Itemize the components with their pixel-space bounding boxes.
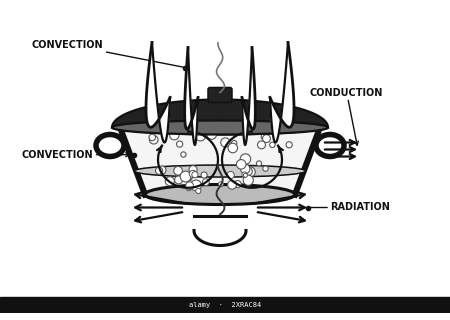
Circle shape	[234, 180, 241, 188]
Bar	[0, 297, 450, 313]
Circle shape	[240, 154, 251, 164]
Circle shape	[242, 172, 247, 177]
Circle shape	[186, 182, 194, 190]
Polygon shape	[270, 43, 294, 142]
Circle shape	[180, 171, 191, 182]
Circle shape	[261, 134, 267, 140]
Ellipse shape	[112, 121, 328, 134]
Circle shape	[231, 140, 237, 146]
Circle shape	[221, 138, 230, 147]
Circle shape	[228, 143, 238, 153]
Circle shape	[263, 166, 268, 171]
Text: RADIATION: RADIATION	[308, 203, 390, 212]
Circle shape	[155, 167, 162, 174]
Circle shape	[189, 166, 197, 174]
Polygon shape	[242, 47, 255, 145]
Circle shape	[187, 175, 192, 180]
Circle shape	[243, 175, 253, 185]
Circle shape	[257, 141, 266, 149]
Circle shape	[191, 180, 202, 191]
Circle shape	[192, 172, 198, 178]
Ellipse shape	[322, 140, 338, 151]
Circle shape	[176, 141, 183, 147]
Polygon shape	[184, 47, 198, 145]
Circle shape	[149, 135, 158, 144]
Circle shape	[228, 180, 236, 189]
Circle shape	[207, 129, 216, 139]
Ellipse shape	[145, 185, 295, 204]
Circle shape	[244, 167, 252, 175]
Circle shape	[174, 166, 182, 175]
Circle shape	[158, 166, 166, 174]
Ellipse shape	[134, 165, 306, 177]
Circle shape	[286, 142, 292, 148]
Circle shape	[189, 170, 197, 178]
Circle shape	[196, 188, 201, 194]
Circle shape	[170, 131, 179, 140]
Text: CONDUCTION: CONDUCTION	[310, 87, 383, 145]
Ellipse shape	[120, 121, 320, 134]
Circle shape	[262, 135, 270, 142]
Circle shape	[195, 131, 206, 141]
Circle shape	[186, 175, 192, 181]
Polygon shape	[112, 100, 328, 127]
Circle shape	[241, 164, 250, 174]
Circle shape	[236, 160, 246, 169]
Circle shape	[202, 179, 209, 186]
Circle shape	[218, 182, 223, 187]
Circle shape	[186, 185, 192, 191]
Text: CONVECTION: CONVECTION	[22, 150, 130, 160]
Circle shape	[175, 176, 183, 184]
Circle shape	[245, 167, 255, 177]
Text: alamy  ·  2XRAC84: alamy · 2XRAC84	[189, 301, 261, 308]
Circle shape	[256, 161, 261, 166]
Polygon shape	[194, 215, 246, 245]
Circle shape	[270, 142, 275, 148]
Circle shape	[227, 172, 234, 179]
Polygon shape	[120, 127, 320, 195]
Ellipse shape	[102, 140, 118, 151]
Circle shape	[149, 134, 156, 141]
Polygon shape	[146, 43, 170, 142]
Circle shape	[243, 173, 248, 177]
Text: CONVECTION: CONVECTION	[32, 39, 185, 68]
FancyBboxPatch shape	[208, 87, 232, 102]
Circle shape	[201, 172, 207, 178]
Circle shape	[165, 177, 174, 186]
Circle shape	[181, 152, 186, 157]
